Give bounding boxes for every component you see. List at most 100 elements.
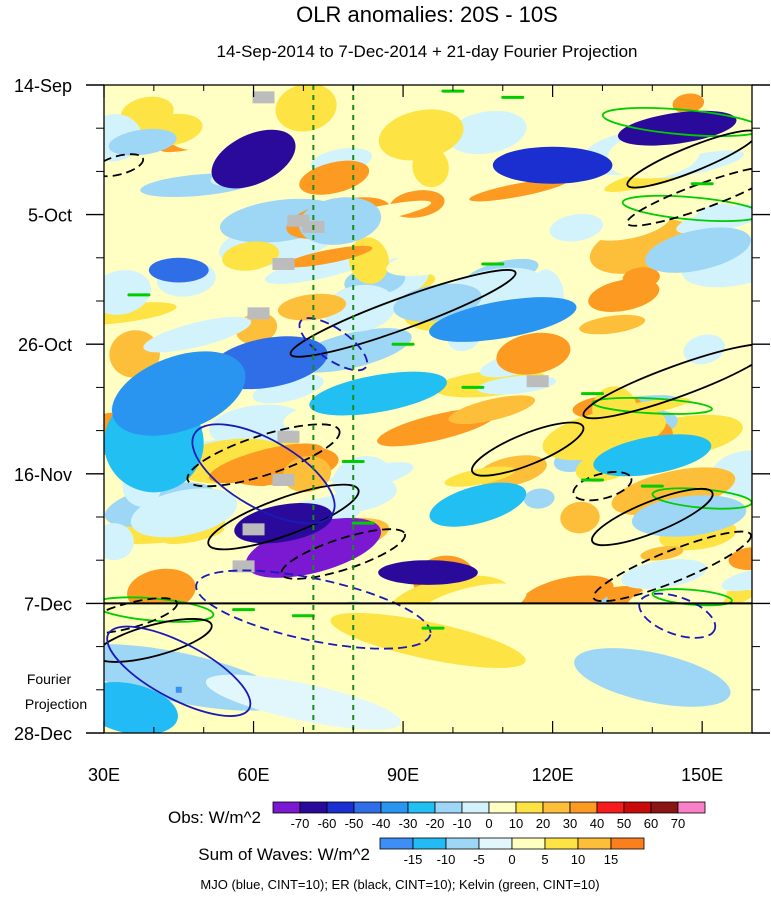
anomaly-blob [728, 547, 752, 570]
anomaly-blob [277, 293, 347, 321]
missing-data-box [247, 307, 270, 320]
projection-blob [205, 674, 401, 730]
anomaly-blob [130, 488, 238, 538]
er-contour [591, 487, 714, 547]
anomaly-blob [332, 456, 393, 504]
obs-legend-swatch [461, 801, 490, 814]
obs-legend-tick-label: 30 [563, 816, 577, 831]
anomaly-blob [323, 284, 397, 332]
er-contour [207, 483, 360, 551]
obs-legend-swatch [542, 801, 571, 814]
waves-legend-tick-label: -10 [437, 852, 456, 867]
anomaly-blob [683, 334, 726, 365]
waves-legend-tick-label: 10 [571, 852, 585, 867]
anomaly-feature [111, 351, 246, 436]
obs-legend-tick-label: 50 [617, 816, 631, 831]
obs-legend-swatch [623, 801, 652, 814]
anomaly-blob [676, 204, 752, 235]
anomaly-feature [104, 523, 134, 561]
waves-legend-tick-label: 5 [541, 852, 548, 867]
projection-blob [330, 612, 526, 668]
er-contour [471, 421, 585, 477]
anomaly-blob [378, 109, 464, 161]
anomaly-feature [492, 146, 613, 184]
obs-legend: Obs: W/m^2 -70 -60 -50 -40 -30 -20 -10 0 10 20 30 4… [168, 801, 706, 831]
waves-legend-tick-label: 0 [508, 852, 515, 867]
obs-legend-swatch [407, 801, 436, 814]
mjo-contour [298, 317, 369, 372]
missing-data-box [526, 375, 549, 388]
missing-data-box [232, 560, 255, 573]
waves-legend-swatch [445, 837, 480, 850]
missing-data-box [272, 473, 295, 486]
anomaly-feature [309, 371, 447, 416]
waves-legend: Sum of Waves: W/m^2 -15 -10 -5 0 5 10 15 [198, 837, 645, 867]
forecast-label: Fourier Projection [25, 671, 87, 712]
mjo-contour [195, 569, 432, 650]
anomaly-blob [579, 314, 646, 335]
obs-legend-swatch [299, 801, 328, 814]
obs-legend-tick-label: 0 [485, 816, 492, 831]
waves-legend-swatch [511, 837, 546, 850]
anomaly-blob [104, 270, 152, 315]
obs-legend-swatch [380, 801, 409, 814]
anomaly-blob [222, 241, 280, 271]
anomaly-blob [523, 488, 555, 509]
y-tick-label: 7-Dec [24, 594, 72, 614]
obs-legend-tick-label: 60 [644, 816, 658, 831]
obs-legend-tick-label: -60 [318, 816, 337, 831]
waves-legend-swatch [478, 837, 513, 850]
obs-legend-swatch [326, 801, 355, 814]
contour-caption: MJO (blue, CINT=10); ER (black, CINT=10)… [200, 877, 599, 892]
anomaly-blob [444, 466, 516, 487]
y-tick-label: 14-Sep [14, 76, 72, 96]
chart-subtitle: 14-Sep-2014 to 7-Dec-2014 + 21-day Fouri… [217, 42, 638, 61]
chart-title: OLR anomalies: 20S - 10S [296, 2, 558, 27]
waves-legend-tick-label: -5 [473, 852, 485, 867]
kelvin-contour [621, 194, 752, 222]
anomaly-blob [496, 332, 571, 375]
obs-legend-swatch [650, 801, 679, 814]
missing-data-box [277, 430, 300, 443]
obs-legend-label: Obs: W/m^2 [168, 808, 261, 827]
obs-legend-tick-label: -10 [453, 816, 472, 831]
reference-lines [104, 85, 752, 733]
kelvin-contour [591, 396, 713, 415]
mjo-contour [191, 423, 336, 525]
anomaly-blob [299, 160, 370, 195]
anomaly-blob [448, 395, 536, 425]
anomaly-blob [264, 251, 376, 284]
anomaly-blob [447, 213, 533, 232]
er-contour [186, 423, 341, 488]
anomaly-feature [148, 257, 209, 283]
anomaly-feature [378, 560, 478, 585]
waves-legend-swatch [610, 837, 645, 850]
anomaly-blob [645, 227, 751, 273]
obs-legend-tick-label: -50 [345, 816, 364, 831]
obs-legend-tick-label: -30 [399, 816, 418, 831]
x-tick-label: 90E [387, 765, 419, 785]
anomaly-blob [447, 110, 527, 155]
anomaly-feature [211, 129, 296, 189]
obs-legend-tick-label: 70 [671, 816, 685, 831]
mjo-contour [638, 592, 717, 639]
forecast-label-line2: Projection [25, 696, 87, 712]
waves-legend-swatch [544, 837, 579, 850]
er-contour [592, 530, 752, 603]
er-contour [626, 129, 752, 189]
anomaly-blob [672, 93, 705, 114]
obs-legend-swatch [569, 801, 598, 814]
waves-legend-label: Sum of Waves: W/m^2 [198, 845, 370, 864]
y-tick-label: 28-Dec [14, 724, 72, 744]
obs-legend-tick-label: 40 [590, 816, 604, 831]
forecast-label-line1: Fourier [27, 671, 72, 687]
projection-blob [175, 686, 182, 693]
anomaly-blob [560, 501, 600, 534]
kelvin-contour [651, 588, 733, 607]
anomaly-feature [617, 110, 737, 146]
waves-legend-swatch [379, 837, 414, 850]
obs-legend-swatch [353, 801, 382, 814]
er-contour [582, 343, 752, 420]
obs-legend-swatch [515, 801, 544, 814]
